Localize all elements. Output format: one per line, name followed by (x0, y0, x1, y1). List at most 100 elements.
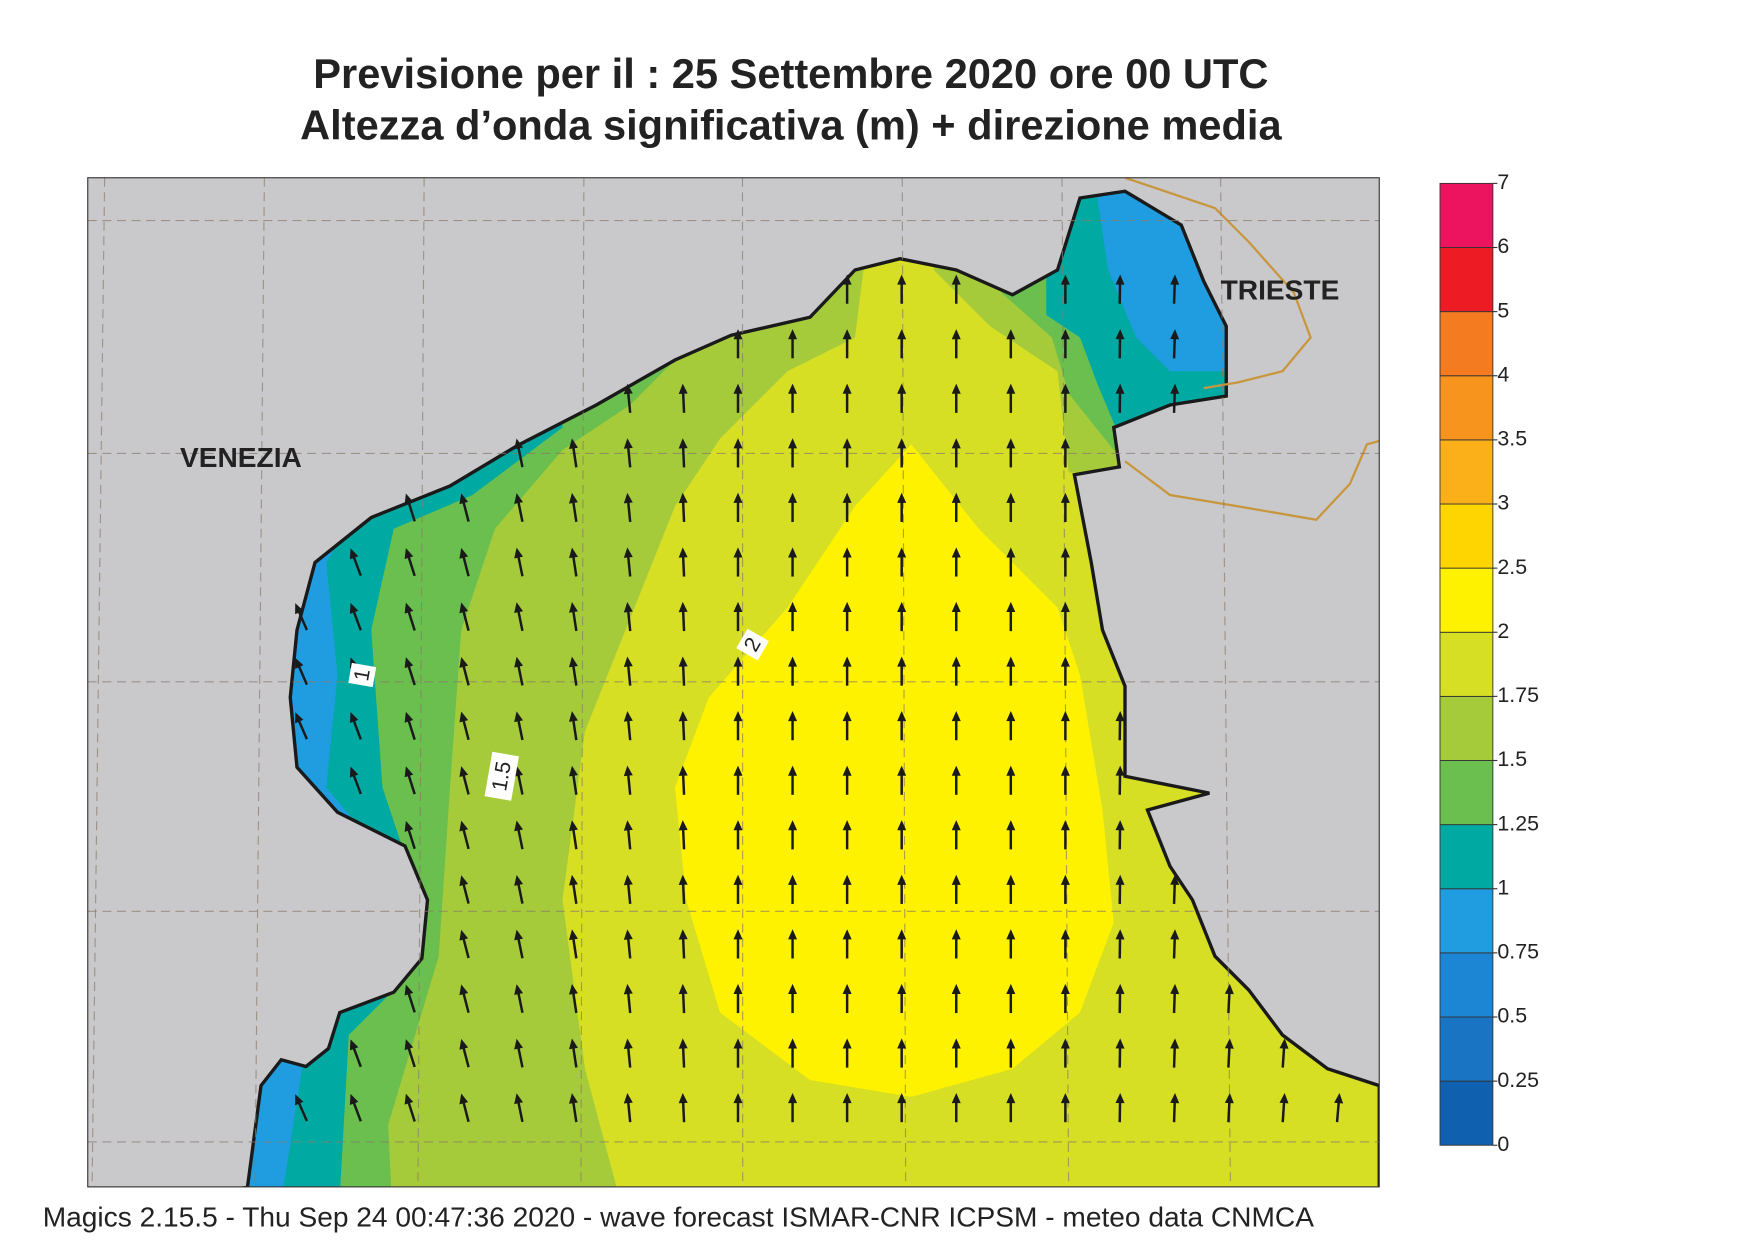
arrow-head (788, 820, 798, 831)
arrow (733, 1038, 743, 1068)
arrow-head (1060, 656, 1070, 667)
arrow (678, 820, 688, 850)
arrow (459, 1093, 470, 1123)
arrow-head (1224, 1092, 1234, 1104)
arrow (733, 765, 743, 795)
arrow (1115, 1092, 1125, 1123)
arrow (733, 874, 743, 904)
arrow-head (1060, 1038, 1070, 1049)
arrow (623, 492, 633, 523)
arrow-head (1115, 711, 1125, 722)
arrow-head (788, 1038, 798, 1049)
arrow (842, 820, 852, 850)
arrow-head (897, 929, 907, 940)
arrow (897, 711, 907, 741)
arrow (1060, 438, 1070, 468)
arrow (295, 657, 309, 686)
arrow-head (1115, 929, 1125, 940)
arrow (1060, 874, 1070, 904)
arrow-head (514, 493, 524, 504)
arrow (733, 329, 743, 359)
arrow-head (951, 438, 961, 449)
arrow (623, 383, 633, 413)
arrow-head (1060, 820, 1070, 831)
colorbar-tick-label: 2 (1497, 619, 1509, 643)
arrow (1006, 547, 1016, 577)
arrow (678, 383, 688, 413)
arrow-head (295, 657, 304, 669)
arrow (1115, 874, 1125, 904)
arrow (1060, 601, 1070, 632)
arrow-head (623, 820, 633, 831)
arrow-head (1060, 274, 1070, 285)
arrow (1170, 329, 1180, 359)
graticule-line (91, 177, 106, 1187)
arrow-head (1006, 601, 1016, 612)
arrow-head (951, 383, 961, 394)
arrow-head (623, 874, 633, 886)
arrow-head (1170, 383, 1180, 394)
colorbar-band (1439, 375, 1494, 441)
arrow-head (1115, 274, 1125, 285)
arrow-head (404, 766, 414, 778)
arrow (1279, 1038, 1289, 1068)
height-zone (675, 444, 1114, 1097)
arrow (349, 548, 362, 577)
label-box (736, 628, 769, 661)
arrow-head (404, 602, 414, 614)
arrow-head (897, 765, 907, 776)
arrow-head (1279, 1038, 1289, 1049)
arrow-head (1006, 765, 1016, 776)
arrow (1006, 1038, 1016, 1068)
arrow-head (1115, 874, 1125, 885)
arrow-head (459, 547, 469, 559)
arrow (951, 438, 961, 468)
arrow (951, 765, 961, 795)
arrow (514, 656, 524, 686)
colorbar-tick-label: 1.75 (1497, 683, 1539, 707)
arrow (897, 492, 907, 522)
arrow (951, 601, 961, 632)
colorbar-tick-label: 0 (1497, 1132, 1509, 1156)
arrow-head (514, 656, 524, 668)
arrow (1006, 601, 1016, 632)
arrow (788, 711, 798, 741)
arrow-head (1170, 274, 1180, 285)
colorbar-band (1439, 567, 1494, 633)
arrow-head (623, 711, 633, 722)
arrow-head (788, 438, 798, 449)
arrow (1060, 929, 1070, 959)
arrow (349, 766, 362, 795)
arrow (842, 274, 852, 304)
arrow (951, 329, 961, 359)
colorbar: 0 0.25 0.5 0.75 1 1.25 1.5 1.75 2 2.5 3 3.5 4 5 6 7 (1439, 170, 1539, 1156)
arrow (788, 1038, 798, 1068)
arrow-head (1224, 1038, 1234, 1049)
colorbar-tick-label: 0.5 (1497, 1004, 1527, 1028)
arrow-head (951, 1092, 961, 1104)
arrow-head (349, 1039, 359, 1051)
colorbar-band (1439, 503, 1494, 569)
arrow (404, 711, 416, 740)
arrow (842, 874, 852, 904)
arrow (1115, 329, 1125, 359)
arrow-head (678, 656, 688, 667)
arrow (733, 983, 743, 1014)
arrow-head (842, 547, 852, 558)
arrow-head (295, 1094, 304, 1106)
arrow-head (897, 547, 907, 558)
arrow-head (678, 874, 688, 886)
colorbar-tick-label: 1.5 (1497, 747, 1527, 771)
arrow-head (678, 765, 688, 776)
arrow (1006, 383, 1016, 413)
arrow-head (569, 874, 578, 886)
arrow (514, 875, 524, 904)
arrow-head (842, 329, 852, 340)
arrow-head (1170, 1038, 1180, 1049)
arrow-head (788, 329, 798, 340)
colorbar-tick-label: 2.5 (1497, 555, 1527, 579)
arrow (623, 929, 633, 959)
arrow (1060, 656, 1070, 686)
arrow (569, 492, 578, 523)
